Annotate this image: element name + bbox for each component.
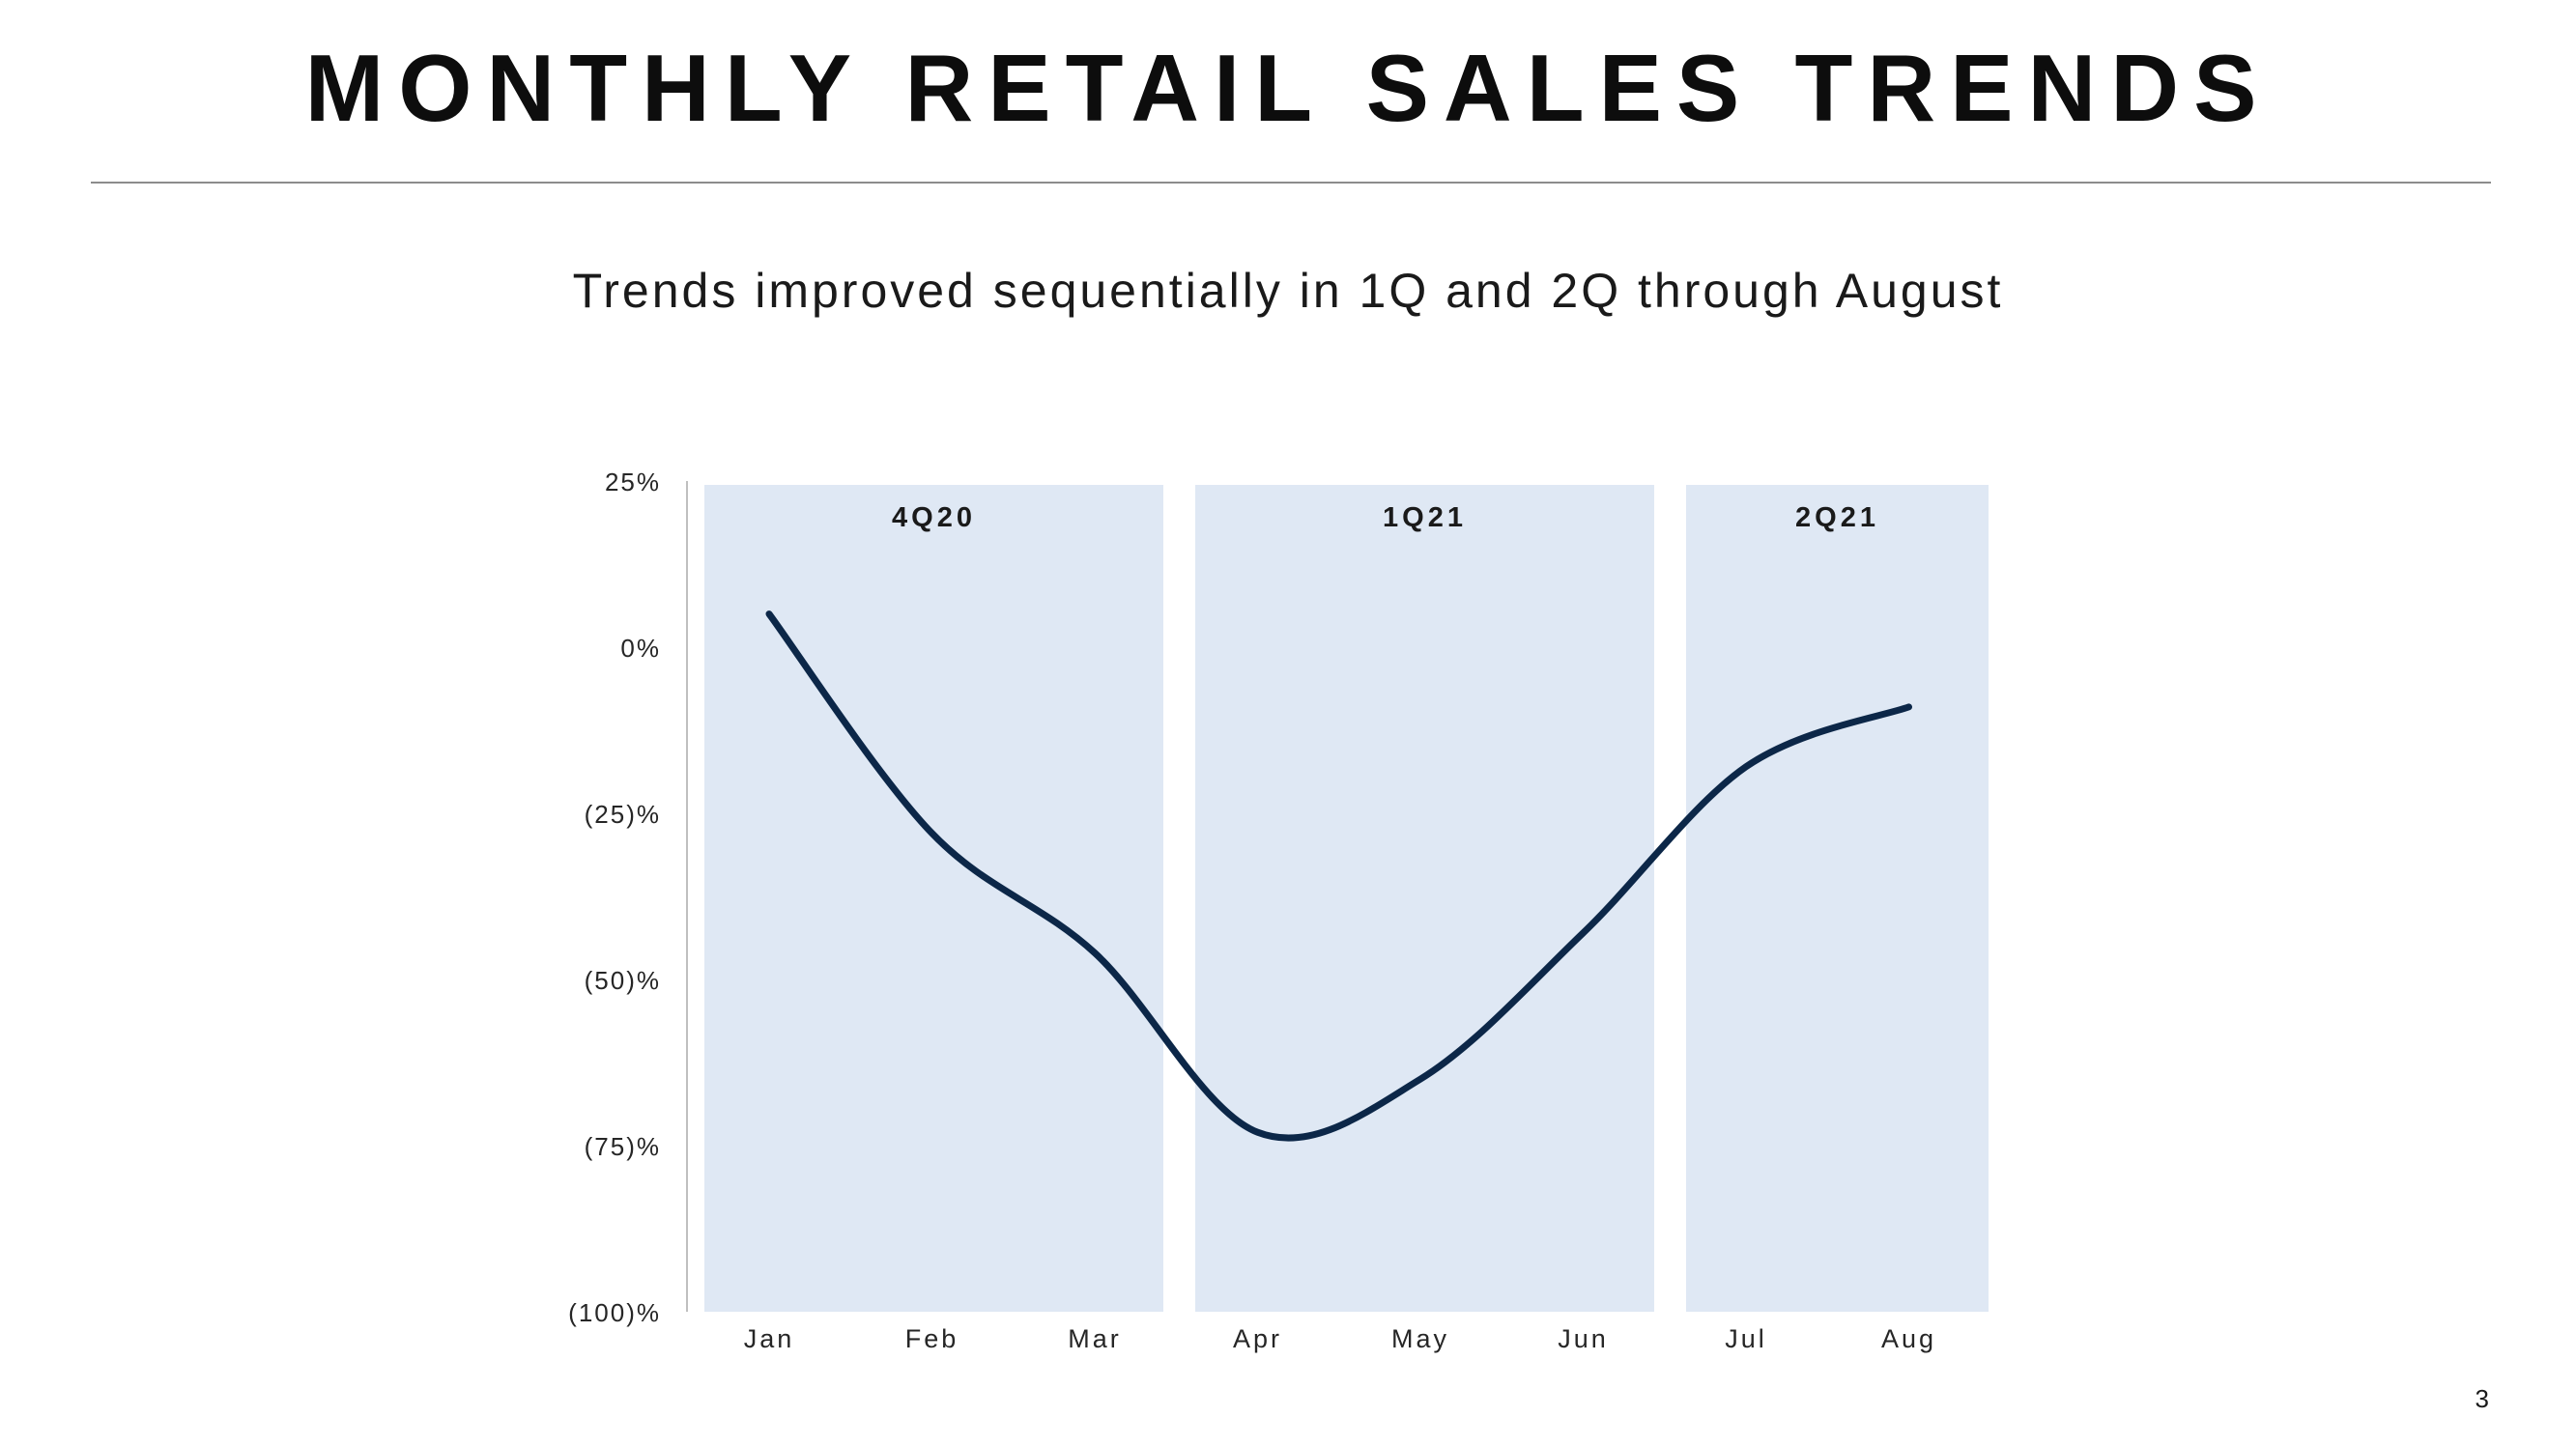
- x-tick-label-aug: Aug: [1881, 1324, 1936, 1353]
- x-tick-label-jan: Jan: [744, 1324, 795, 1353]
- quarter-band-1q21: [1195, 485, 1654, 1312]
- x-tick-label-jul: Jul: [1725, 1324, 1767, 1353]
- data-point-jan: [766, 610, 773, 617]
- x-tick-label-mar: Mar: [1068, 1324, 1122, 1353]
- trend-line: [765, 610, 1912, 1142]
- quarter-label-1q21: 1Q21: [1383, 502, 1467, 533]
- x-tick-label-jun: Jun: [1558, 1324, 1609, 1353]
- quarter-band-2q21: [1686, 485, 1989, 1312]
- x-tick-label-feb: Feb: [905, 1324, 959, 1353]
- y-tick-label: (100)%: [568, 1298, 661, 1327]
- data-point-jul: [1743, 763, 1750, 770]
- y-tick-label: (25)%: [585, 800, 661, 829]
- x-axis-labels: Jan Feb Mar Apr May Jun Jul Aug: [744, 1324, 1936, 1353]
- slide-title: MONTHLY RETAIL SALES TRENDS: [304, 35, 2272, 141]
- page-number: 3: [2475, 1384, 2489, 1413]
- slide-subtitle: Trends improved sequentially in 1Q and 2…: [572, 264, 2004, 318]
- y-tick-label: 0%: [620, 634, 661, 663]
- data-point-jun: [1580, 929, 1587, 936]
- y-tick-label: 25%: [605, 468, 661, 496]
- data-point-aug: [1905, 703, 1912, 710]
- quarter-band-4q20: [704, 485, 1163, 1312]
- quarter-label-4q20: 4Q20: [892, 502, 976, 533]
- y-tick-label: (75)%: [585, 1132, 661, 1161]
- data-point-mar: [1092, 950, 1099, 956]
- title-divider: [91, 182, 2491, 184]
- quarter-label-2q21: 2Q21: [1795, 502, 1879, 533]
- data-point-feb: [929, 830, 935, 836]
- x-tick-label-may: May: [1391, 1324, 1449, 1353]
- data-point-may: [1417, 1076, 1424, 1083]
- quarter-bands: 4Q20 1Q21 2Q21: [704, 485, 1989, 1312]
- y-axis: 25% 0% (25)% (50)% (75)% (100)%: [568, 468, 688, 1327]
- trend-line-layer: [765, 610, 1912, 1142]
- x-tick-label-apr: Apr: [1233, 1324, 1282, 1353]
- data-point-apr: [1254, 1129, 1261, 1136]
- y-tick-label: (50)%: [585, 966, 661, 995]
